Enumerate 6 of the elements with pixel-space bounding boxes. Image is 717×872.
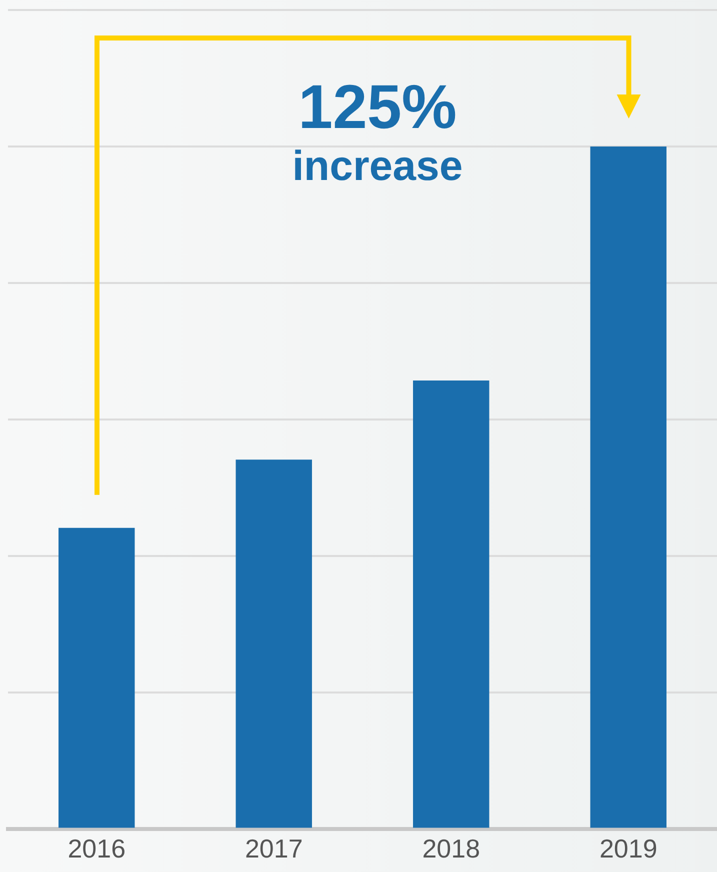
- x-tick-label: 2017: [244, 834, 303, 864]
- annotation: increase: [292, 142, 463, 189]
- x-tick-label: 2018: [422, 834, 480, 864]
- text: 125%: [298, 73, 457, 142]
- x-tick-label: 2016: [68, 834, 126, 864]
- x-tick-label: 2019: [599, 834, 658, 864]
